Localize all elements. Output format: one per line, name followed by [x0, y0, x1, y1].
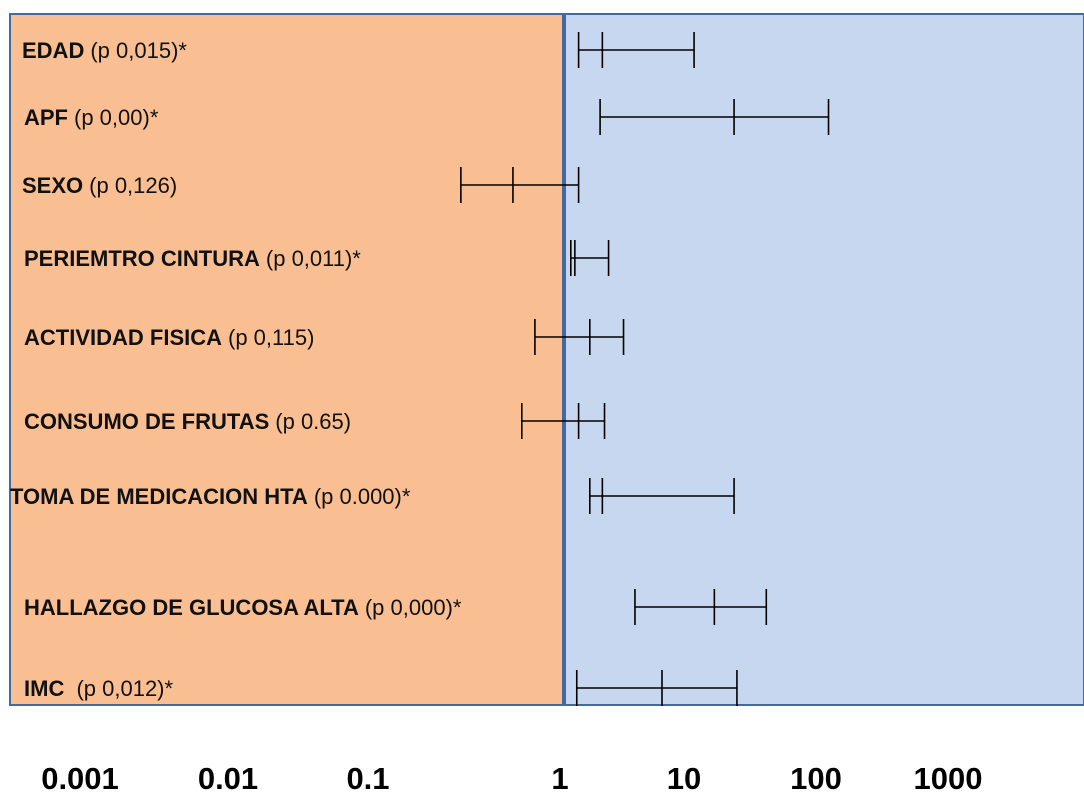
- ci-row-5: [521, 403, 606, 439]
- x-tick-label: 10: [667, 761, 701, 796]
- right-region-above-one: [563, 13, 1084, 706]
- x-tick-label: 0.01: [198, 761, 258, 796]
- row-label-4: ACTIVIDAD FISICA (p 0,115): [24, 325, 314, 350]
- ci-row-0: [577, 32, 695, 68]
- row-label-3: PERIEMTRO CINTURA (p 0,011)*: [24, 246, 361, 271]
- x-tick-label: 1000: [914, 761, 983, 796]
- p-value: (p 0,011)*: [266, 246, 361, 271]
- x-tick-label: 1: [551, 761, 568, 796]
- row-label-1: APF (p 0,00)*: [24, 105, 159, 130]
- row-labels: EDAD (p 0,015)* APF (p 0,00)* SEXO (p 0,126) P…: [10, 38, 462, 701]
- variable-name: CONSUMO DE FRUTAS: [24, 409, 269, 434]
- row-label-0: EDAD (p 0,015)*: [22, 38, 187, 63]
- p-value: (p 0,115): [228, 325, 314, 350]
- p-value: (p 0,015)*: [90, 38, 187, 63]
- variable-name: APF: [24, 105, 68, 130]
- x-tick-label: 0.1: [346, 761, 389, 796]
- x-tick-label: 0.001: [41, 761, 119, 796]
- variable-name: TOMA DE MEDICACION HTA: [10, 484, 308, 509]
- confidence-intervals: [460, 32, 830, 706]
- row-label-2: SEXO (p 0,126): [22, 173, 177, 198]
- variable-name: EDAD: [22, 38, 84, 63]
- left-region-below-one: [9, 13, 565, 706]
- ci-row-2: [460, 167, 580, 203]
- p-value: (p 0,000)*: [365, 595, 462, 620]
- variable-name: IMC: [24, 676, 70, 701]
- variable-name: SEXO: [22, 173, 83, 198]
- p-value: (p 0,012)*: [76, 676, 173, 701]
- ci-row-6: [589, 478, 735, 514]
- row-label-8: IMC (p 0,012)*: [24, 676, 174, 701]
- p-value: (p 0,00)*: [74, 105, 159, 130]
- variable-name: PERIEMTRO CINTURA: [24, 246, 260, 271]
- ci-row-4: [534, 319, 625, 355]
- x-axis-ticks: 0.001 0.01 0.1 1 10 100 1000: [41, 761, 982, 796]
- variable-name: HALLAZGO DE GLUCOSA ALTA: [24, 595, 359, 620]
- p-value: (p 0.000)*: [314, 484, 411, 509]
- row-label-6: TOMA DE MEDICACION HTA (p 0.000)*: [10, 484, 411, 509]
- x-tick-label: 100: [790, 761, 842, 796]
- row-label-5: CONSUMO DE FRUTAS (p 0.65): [24, 409, 351, 434]
- ci-row-1: [599, 99, 830, 135]
- ci-row-3: [569, 240, 610, 276]
- ci-row-7: [634, 589, 768, 625]
- row-label-7: HALLAZGO DE GLUCOSA ALTA (p 0,000)*: [24, 595, 462, 620]
- ci-row-8: [575, 670, 738, 706]
- variable-name: ACTIVIDAD FISICA: [24, 325, 222, 350]
- p-value: (p 0,126): [89, 173, 177, 198]
- p-value: (p 0.65): [275, 409, 351, 434]
